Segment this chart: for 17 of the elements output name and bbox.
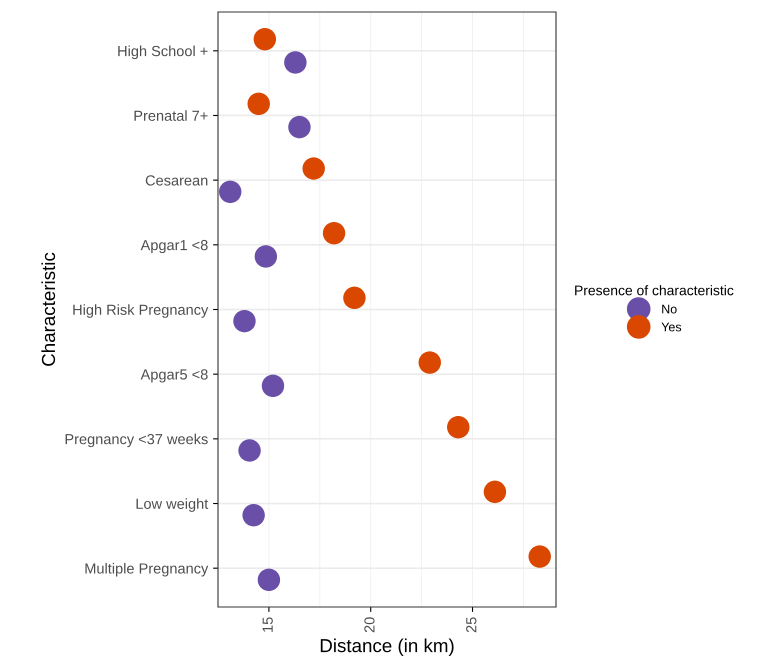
y-tick-label: Cesarean — [146, 175, 208, 186]
legend-label: Yes — [661, 322, 682, 332]
y-axis-title: Characteristic — [41, 252, 56, 366]
y-tick-label: High Risk Pregnancy — [73, 304, 208, 318]
y-tick-label: Apgar5 <8 — [140, 369, 208, 382]
y-tick-label: High School + — [118, 46, 208, 60]
x-tick-label: 15 — [262, 617, 273, 632]
y-tick-label: Multiple Pregnancy — [85, 562, 208, 577]
x-axis-title: Distance (in km) — [320, 638, 454, 656]
legend-label: No — [662, 304, 677, 314]
y-tick-label: Low weight — [136, 498, 208, 512]
y-tick-label: Pregnancy <37 weeks — [66, 434, 208, 448]
y-tick-label: Prenatal 7+ — [134, 110, 208, 121]
x-tick-label: 25 — [466, 617, 476, 632]
legend-title: Presence of characteristic — [575, 285, 734, 296]
x-tick-label: 20 — [364, 617, 375, 632]
y-tick-label: Apgar1 <8 — [140, 240, 208, 254]
